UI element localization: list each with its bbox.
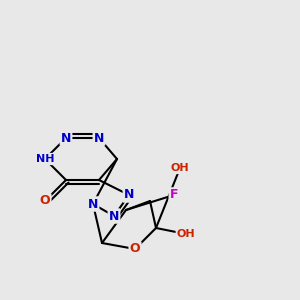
Text: N: N [94,131,104,145]
Text: OH: OH [171,163,189,173]
Text: NH: NH [36,154,54,164]
Text: F: F [170,188,178,202]
Text: N: N [109,209,119,223]
Text: O: O [40,194,50,208]
Text: N: N [124,188,134,202]
Text: N: N [88,197,98,211]
Text: O: O [130,242,140,256]
Text: N: N [61,131,71,145]
Text: OH: OH [177,229,195,239]
